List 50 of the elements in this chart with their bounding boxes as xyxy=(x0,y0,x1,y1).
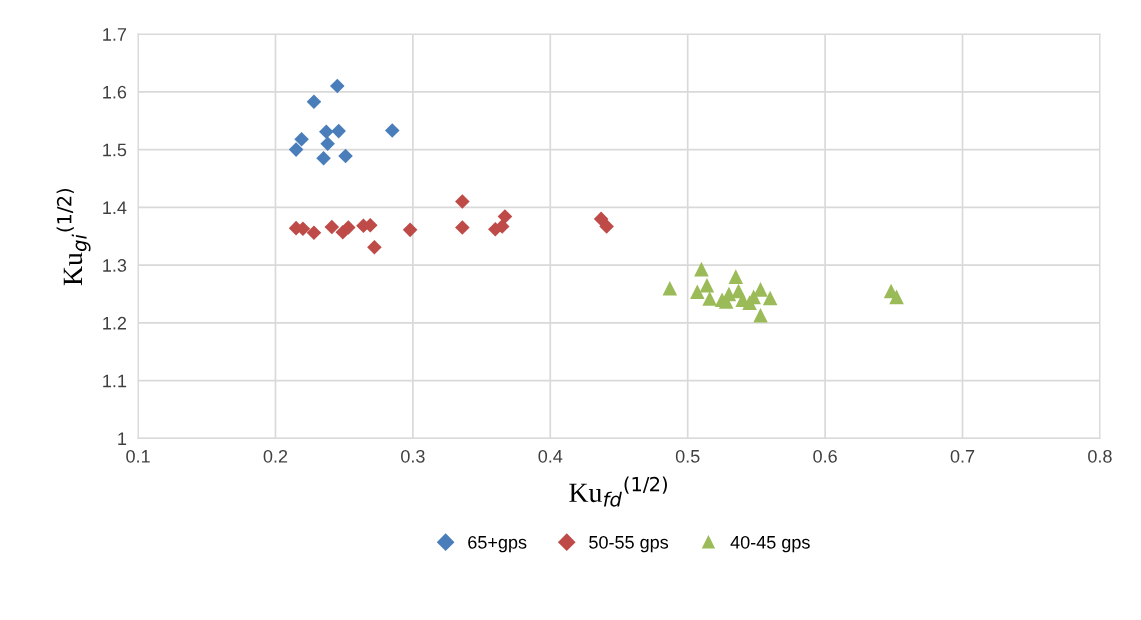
point xyxy=(728,269,744,284)
point xyxy=(294,131,309,147)
point xyxy=(497,209,513,224)
x-tick-label: 0.2 xyxy=(263,449,288,463)
x-tick-label: 0.6 xyxy=(813,449,837,463)
point xyxy=(455,220,470,235)
x-tick-label: 0.1 xyxy=(126,449,150,463)
legend-label: 65+gps xyxy=(468,535,527,553)
x-axis-title: Ku$_{fd}$$^{(1/2)}$ xyxy=(569,476,667,507)
point xyxy=(338,148,353,164)
point xyxy=(288,142,304,157)
legend-label: 40-45 gps xyxy=(730,535,810,553)
point xyxy=(331,123,346,139)
y-axis-title: Ku$_{gi}$$^{(1/2)}$ xyxy=(56,189,91,286)
point xyxy=(384,123,400,138)
point xyxy=(694,261,709,277)
point xyxy=(690,284,705,299)
y-tick-label: 1.7 xyxy=(103,28,127,41)
y-tick-label: 1.6 xyxy=(103,85,127,99)
x-tick-label: 0.4 xyxy=(538,449,563,463)
y-tick-label: 1.1 xyxy=(103,374,127,388)
point xyxy=(320,136,335,152)
y-tick-label: 1.4 xyxy=(103,201,127,214)
point xyxy=(330,78,345,94)
x-tick-label: 0.7 xyxy=(950,449,975,463)
point xyxy=(753,282,768,297)
point xyxy=(699,278,715,293)
point xyxy=(324,219,340,235)
y-tick-label: 1 xyxy=(118,432,127,445)
point xyxy=(762,290,778,306)
point xyxy=(402,222,418,238)
y-tick-label: 1.2 xyxy=(103,316,127,330)
point xyxy=(889,289,904,305)
point xyxy=(341,220,356,235)
y-tick-label: 1.5 xyxy=(103,143,127,157)
point xyxy=(319,124,334,139)
point xyxy=(316,150,331,166)
point xyxy=(753,308,768,323)
x-tick-label: 0.8 xyxy=(1088,449,1112,463)
point xyxy=(306,225,322,241)
point xyxy=(367,239,382,255)
x-tick-label: 0.3 xyxy=(401,449,425,463)
point xyxy=(599,219,614,234)
y-tick-label: 1.3 xyxy=(103,259,127,272)
point xyxy=(306,94,322,109)
point xyxy=(702,291,717,306)
legend-label: 50-55 gps xyxy=(589,535,669,553)
x-tick-label: 0.5 xyxy=(675,449,700,463)
point xyxy=(662,280,678,296)
point xyxy=(455,194,470,209)
